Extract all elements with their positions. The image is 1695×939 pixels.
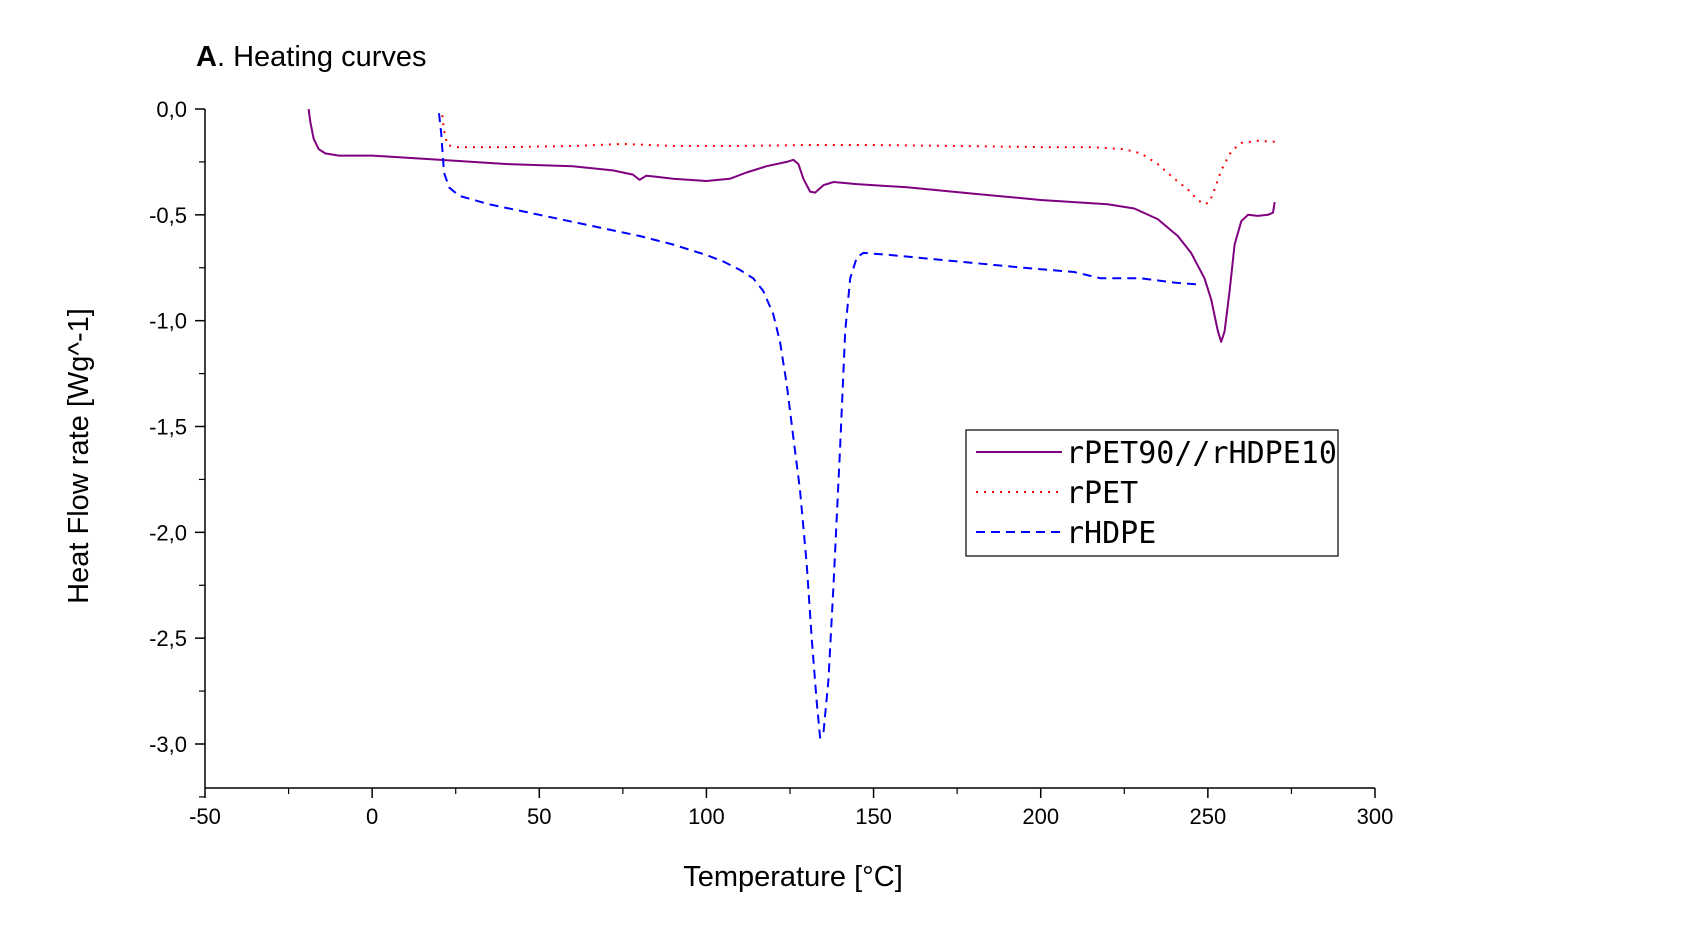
series-line-rpet (441, 115, 1275, 206)
x-axis-title: Temperature [°C] (683, 861, 903, 893)
y-tick-label: -2,5 (149, 626, 187, 651)
y-tick-label: -1,0 (149, 309, 187, 334)
y-axis-title: Heat Flow rate [Wg^-1] (63, 308, 95, 604)
x-tick-label: 150 (855, 804, 892, 829)
plot-area (307, 108, 1276, 739)
y-tick-label: -1,5 (149, 415, 187, 440)
x-tick-label: 100 (688, 804, 725, 829)
legend-label: rPET (1066, 476, 1138, 511)
x-tick-label: 250 (1189, 804, 1226, 829)
axes: -50 0 50 100 150 200 250 300 0,0 -0,5 -1,0 -1,5 -2,0… (149, 97, 1393, 829)
x-tick-label: 300 (1357, 804, 1394, 829)
x-tick-label: 50 (527, 804, 551, 829)
series-line-rhdpe (438, 113, 1202, 739)
series-line-rpet90-rhdpe10 (307, 108, 1276, 343)
x-tick-label: 0 (366, 804, 378, 829)
y-tick-label: -0,5 (149, 203, 187, 228)
y-tick-label: 0,0 (156, 97, 187, 122)
x-tick-label: 200 (1022, 804, 1059, 829)
legend-label: rHDPE (1066, 516, 1156, 551)
legend: rPET90//rHDPE10 rPET rHDPE (965, 429, 1339, 557)
x-tick-label: -50 (189, 804, 221, 829)
chart-title-text: . Heating curves (217, 41, 427, 73)
chart-title: A. Heating curves (196, 41, 427, 73)
legend-label: rPET90//rHDPE10 (1066, 436, 1337, 471)
chart-title-bold: A (196, 41, 217, 73)
y-tick-label: -3,0 (149, 732, 187, 757)
y-tick-label: -2,0 (149, 520, 187, 545)
